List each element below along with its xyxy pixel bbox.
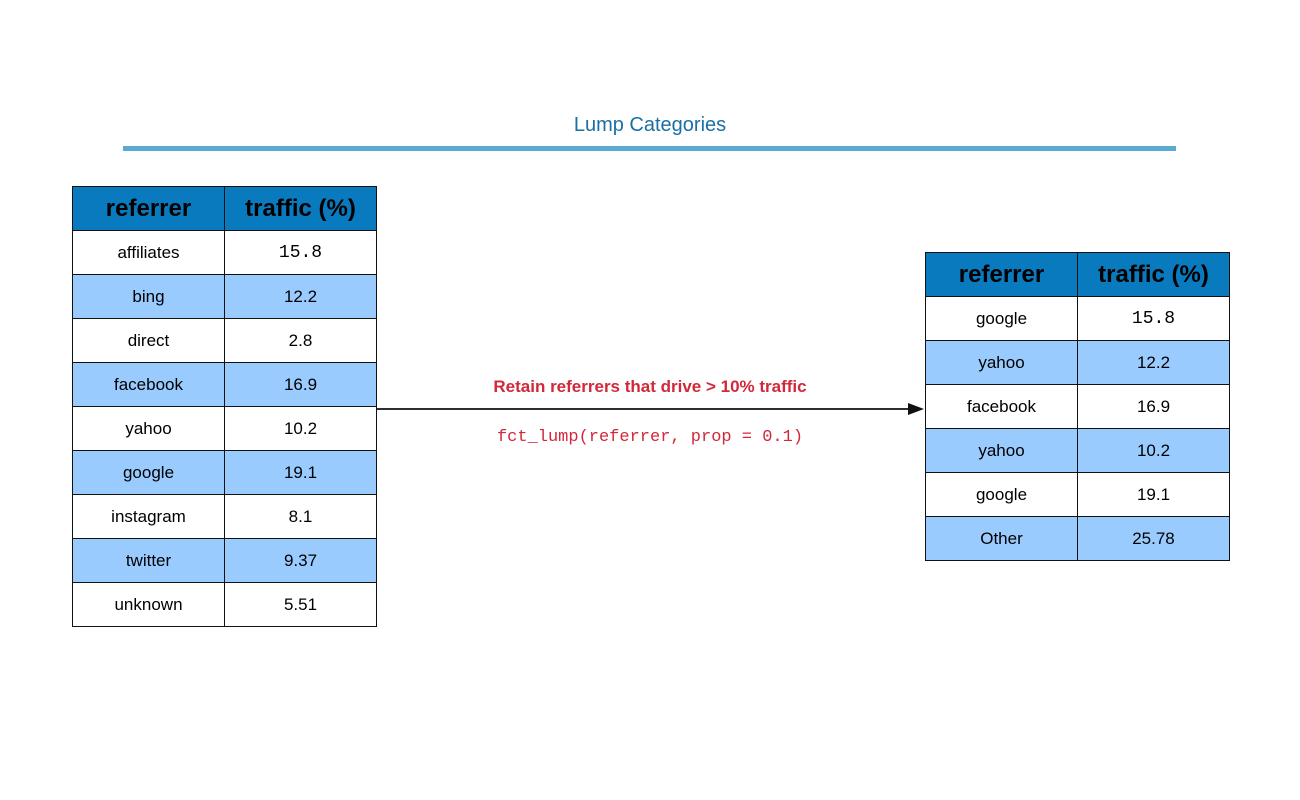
- traffic-cell: 9.37: [224, 538, 377, 583]
- arrow-head: [908, 403, 924, 415]
- table-row: instagram 8.1: [72, 494, 377, 539]
- table-row: google 15.8: [925, 296, 1230, 341]
- table-row: facebook 16.9: [925, 384, 1230, 429]
- referrer-cell: facebook: [925, 384, 1078, 429]
- referrer-cell: affiliates: [72, 230, 225, 275]
- table-header-row: referrer traffic (%): [72, 186, 377, 231]
- table-row: twitter 9.37: [72, 538, 377, 583]
- table-row: Other 25.78: [925, 516, 1230, 561]
- table-row: google 19.1: [72, 450, 377, 495]
- table-row: direct 2.8: [72, 318, 377, 363]
- table-row: bing 12.2: [72, 274, 377, 319]
- input-table: referrer traffic (%) affiliates 15.8 bin…: [72, 186, 377, 627]
- table-row: facebook 16.9: [72, 362, 377, 407]
- traffic-cell: 16.9: [1077, 384, 1230, 429]
- referrer-cell: direct: [72, 318, 225, 363]
- referrer-cell: bing: [72, 274, 225, 319]
- table-row: yahoo 12.2: [925, 340, 1230, 385]
- title-underline: [123, 146, 1176, 151]
- referrer-cell: instagram: [72, 494, 225, 539]
- output-table: referrer traffic (%) google 15.8 yahoo 1…: [925, 252, 1230, 561]
- traffic-cell: 19.1: [224, 450, 377, 495]
- traffic-cell: 2.8: [224, 318, 377, 363]
- traffic-cell: 16.9: [224, 362, 377, 407]
- traffic-cell: 10.2: [1077, 428, 1230, 473]
- header-traffic: traffic (%): [1077, 252, 1230, 297]
- traffic-cell: 5.51: [224, 582, 377, 627]
- diagram-title: Lump Categories: [573, 114, 727, 136]
- traffic-cell: 15.8: [1077, 296, 1230, 341]
- traffic-cell: 10.2: [224, 406, 377, 451]
- header-traffic: traffic (%): [224, 186, 377, 231]
- transform-caption: Retain referrers that drive > 10% traffi…: [493, 377, 807, 396]
- table-row: unknown 5.51: [72, 582, 377, 627]
- header-referrer: referrer: [72, 186, 225, 231]
- traffic-cell: 8.1: [224, 494, 377, 539]
- referrer-cell: Other: [925, 516, 1078, 561]
- referrer-cell: yahoo: [925, 340, 1078, 385]
- traffic-cell: 25.78: [1077, 516, 1230, 561]
- referrer-cell: facebook: [72, 362, 225, 407]
- table-row: affiliates 15.8: [72, 230, 377, 275]
- table-row: yahoo 10.2: [72, 406, 377, 451]
- transform-code: fct_lump(referrer, prop = 0.1): [496, 428, 804, 447]
- referrer-cell: google: [925, 472, 1078, 517]
- referrer-cell: yahoo: [925, 428, 1078, 473]
- referrer-cell: unknown: [72, 582, 225, 627]
- table-header-row: referrer traffic (%): [925, 252, 1230, 297]
- referrer-cell: google: [925, 296, 1078, 341]
- referrer-cell: yahoo: [72, 406, 225, 451]
- table-row: yahoo 10.2: [925, 428, 1230, 473]
- header-referrer: referrer: [925, 252, 1078, 297]
- traffic-cell: 19.1: [1077, 472, 1230, 517]
- traffic-cell: 15.8: [224, 230, 377, 275]
- transform-arrow: [376, 403, 924, 415]
- referrer-cell: twitter: [72, 538, 225, 583]
- table-row: google 19.1: [925, 472, 1230, 517]
- traffic-cell: 12.2: [1077, 340, 1230, 385]
- traffic-cell: 12.2: [224, 274, 377, 319]
- referrer-cell: google: [72, 450, 225, 495]
